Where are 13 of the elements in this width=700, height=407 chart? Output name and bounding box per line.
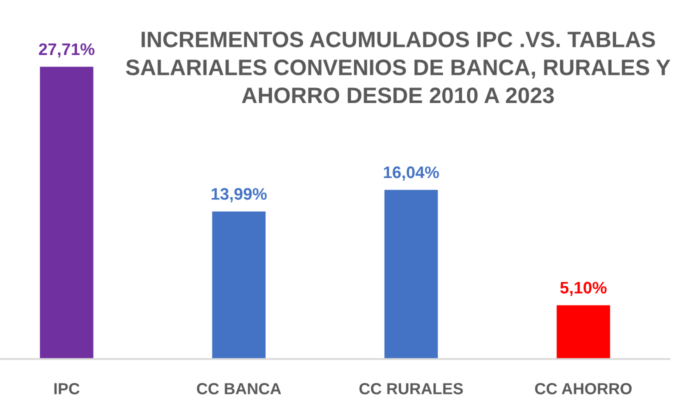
chart-title: INCREMENTOS ACUMULADOS IPC .VS. TABLAS SALARIALES CONVENIOS DE BANCA, RURALES Y AHORRO DESDE 2010 A 2023 — [126, 32, 670, 104]
bar — [212, 211, 266, 359]
data-label: 13,99% — [212, 188, 267, 202]
x-tick-label: IPC — [54, 383, 80, 394]
data-label: 16,04% — [384, 166, 439, 181]
data-label: 5,10% — [560, 282, 607, 296]
bar — [556, 305, 610, 359]
x-tick-label: CC AHORRO — [535, 383, 632, 394]
bar — [40, 66, 94, 359]
x-tick-label: CC RURALES — [359, 383, 463, 394]
data-label: 27,71% — [38, 43, 94, 58]
x-tick-label: CC BANCA — [196, 383, 282, 394]
bar — [384, 190, 438, 359]
